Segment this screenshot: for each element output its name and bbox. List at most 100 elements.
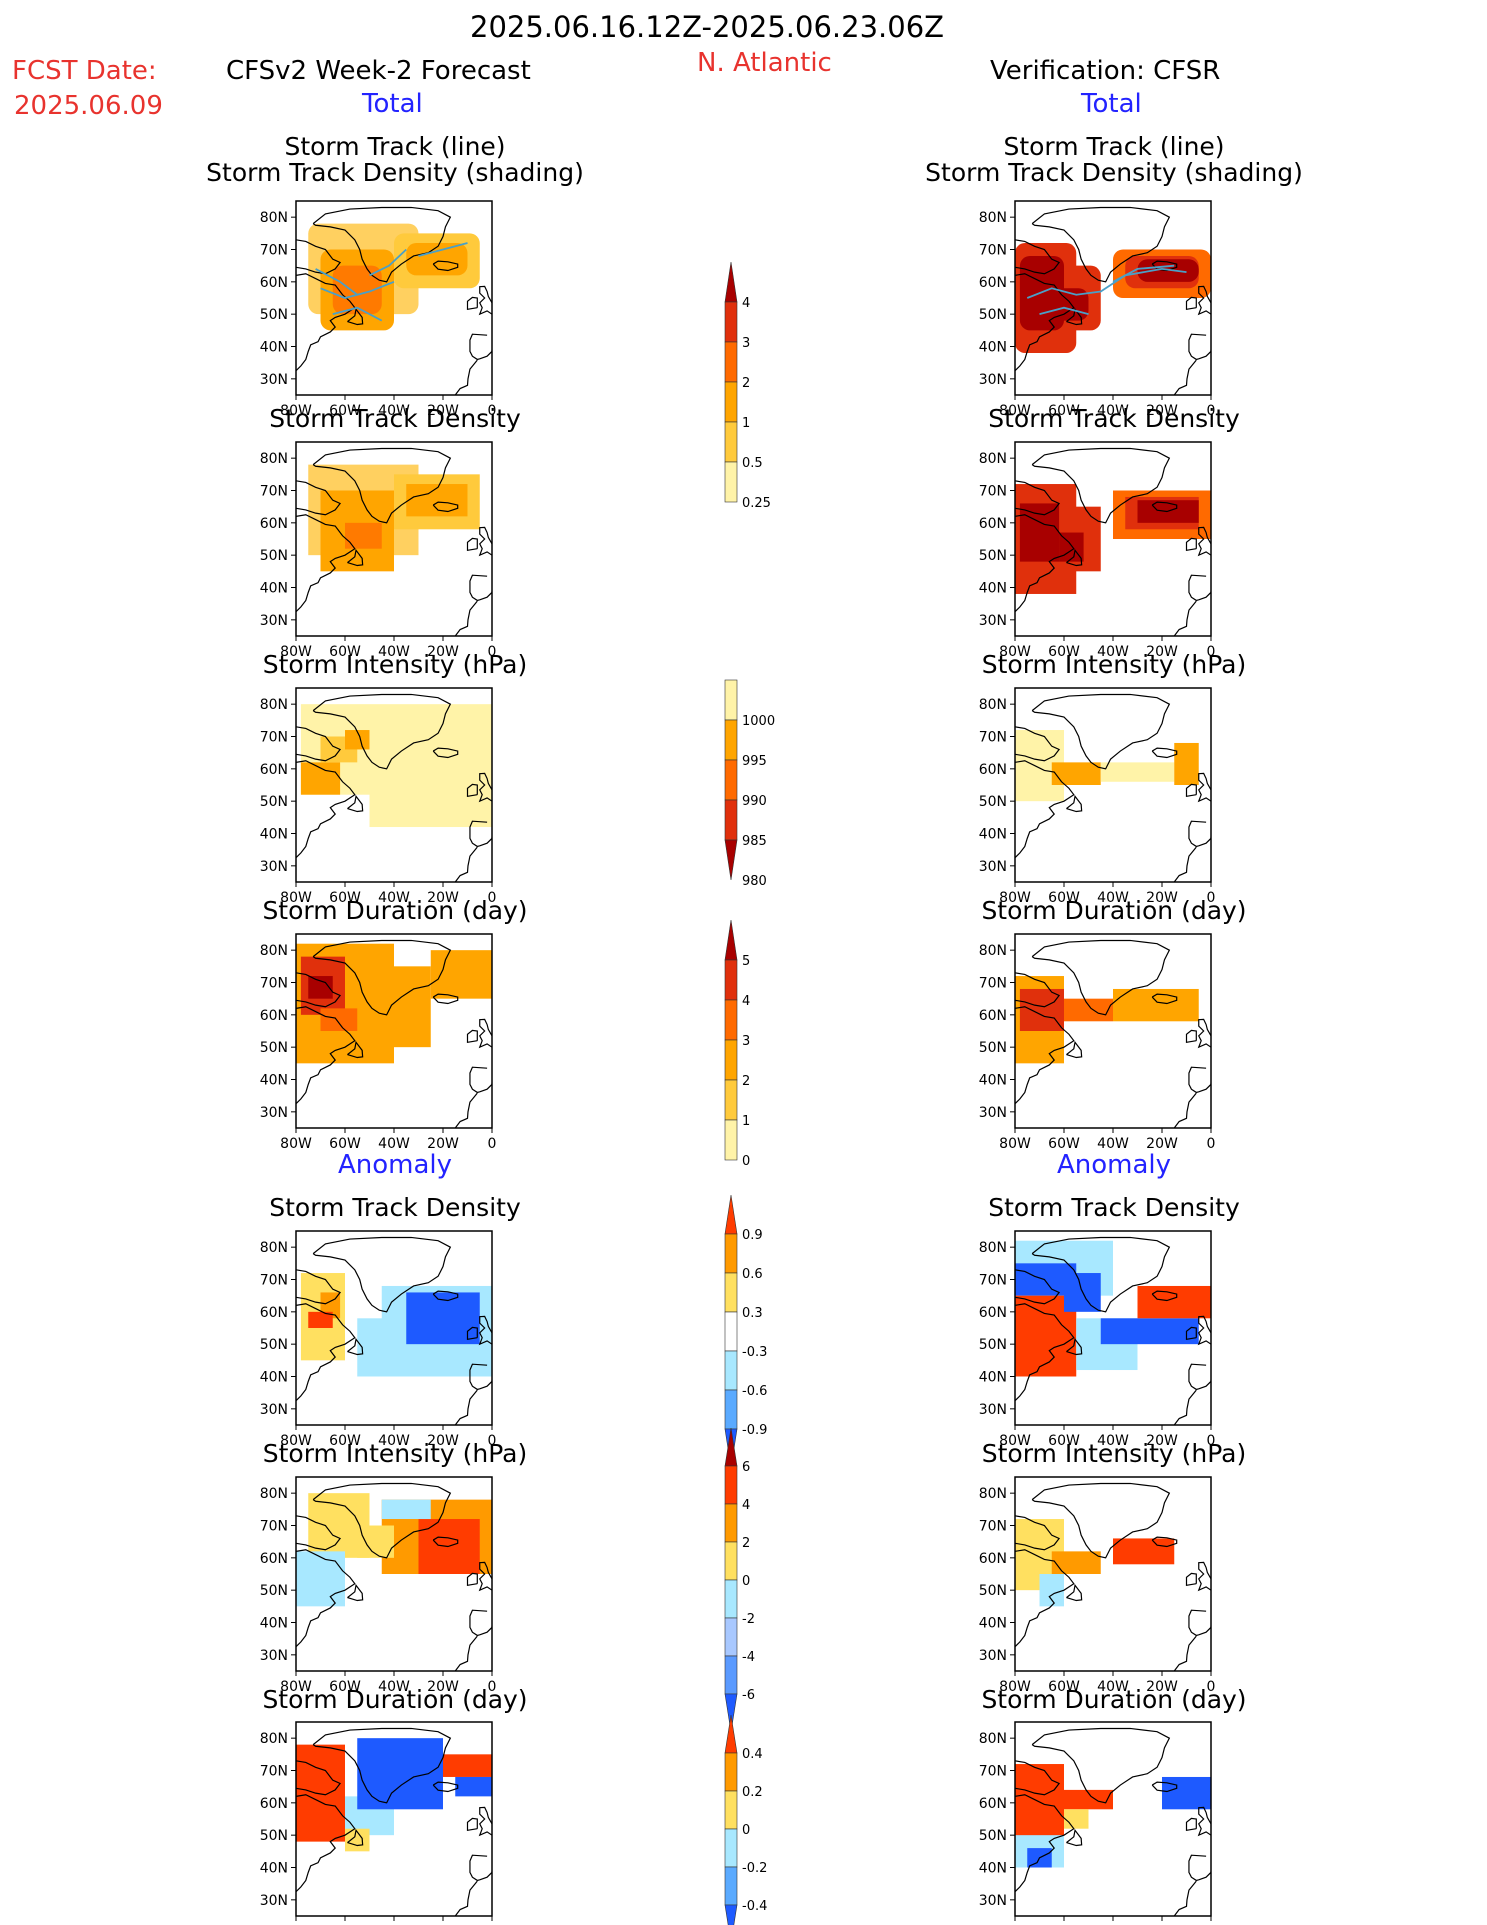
lat-tick-label-ob-a-intensity-5: 30N: [979, 1648, 1007, 1664]
lon-tick-label-ob-intensity-2: 40W: [1097, 890, 1129, 906]
lat-tick-label-fc-a-density-3: 50N: [260, 1337, 288, 1353]
map-ob-a-density: 80W 60W 40W 20W 0 80N 70N 60N 50N 40N 30N: [979, 1230, 1215, 1449]
colorbar-label-cb-a-intensity-5: -4: [742, 1650, 755, 1665]
lat-tick-label-ob-a-density-3: 50N: [979, 1337, 1007, 1353]
lon-tick-label-ob-density-3: 20W: [1146, 644, 1178, 660]
shading-ob-a-intensity-3: [1039, 1574, 1064, 1607]
coast-africa-ob-duration: [1173, 1092, 1197, 1128]
lat-tick-label-ob-a-intensity-2: 60N: [979, 1551, 1007, 1567]
shading-ob-a-duration-4: [1162, 1776, 1211, 1810]
lat-tick-label-ob-density-5: 30N: [979, 613, 1007, 629]
coast-britain-ob-intensity: [1197, 772, 1211, 803]
lon-tick-label-ob-density-4: 0: [1207, 644, 1216, 660]
lat-tick-label-ob-duration-1: 70N: [979, 976, 1007, 992]
lat-tick-label-fc-track-2: 60N: [260, 275, 288, 291]
colorbar-cb-density: 4 3 2 1 0.5 0.25: [724, 261, 771, 511]
colorbar-label-cb-a-density-0: 0.9: [742, 1228, 763, 1243]
track-line-ob-track-2: [1112, 264, 1175, 283]
colorbar-swatch-cb-a-intensity-3: [724, 1541, 738, 1581]
lat-tick-label-fc-a-density-4: 40N: [260, 1370, 288, 1386]
lat-tick-label-fc-a-duration-2: 60N: [260, 1796, 288, 1812]
coast-north-america-ob-intensity: [1015, 760, 1075, 859]
colorbar-swatch-cb-intensity-2: [724, 759, 738, 801]
coast-north-america-ob-track: [1015, 273, 1075, 372]
track-line-ob-track-0: [1026, 267, 1187, 299]
coast-africa-fc-a-density: [454, 1389, 478, 1425]
map-fc-duration: 80W 60W 40W 20W 0 80N 70N 60N 50N 40N 30N: [260, 933, 496, 1152]
lon-tick-label-ob-track-2: 40W: [1097, 403, 1129, 419]
coast-newfoundland-fc-density: [347, 548, 364, 567]
lat-tick-label-ob-intensity-4: 40N: [979, 827, 1007, 843]
coast-ireland-ob-a-intensity: [1185, 1572, 1197, 1587]
coast-africa-fc-a-duration: [454, 1880, 478, 1916]
colorbar-cb-duration: 5 4 3 2 1 0: [724, 919, 750, 1169]
lon-tick-label-fc-a-density-0: 80W: [280, 1433, 312, 1449]
lon-tick-label-ob-a-intensity-1: 60W: [1048, 1679, 1080, 1695]
lon-tick-label-ob-track-0: 80W: [999, 403, 1031, 419]
lat-tick-label-fc-a-duration-3: 50N: [260, 1828, 288, 1844]
verification-column-title: Verification: CFSR: [990, 56, 1221, 86]
lat-tick-label-ob-a-intensity-1: 70N: [979, 1519, 1007, 1535]
panel-title-ob-track-line: Storm Track (line): [1003, 132, 1225, 161]
coast-iceland-fc-track: [432, 260, 459, 272]
colorbar-swatch-cb-intensity-3: [724, 799, 738, 841]
colorbar-label-cb-duration-3: 2: [742, 1074, 750, 1089]
lat-tick-label-fc-a-intensity-5: 30N: [260, 1648, 288, 1664]
lon-tick-label-fc-intensity-1: 60W: [329, 890, 361, 906]
lon-tick-label-fc-density-2: 40W: [378, 644, 410, 660]
shading-ob-intensity-2: [1100, 762, 1175, 782]
forecast-total-label: Total: [362, 89, 423, 119]
map-fc-intensity: 80W 60W 40W 20W 0 80N 70N 60N 50N 40N 30N: [260, 687, 496, 906]
lat-tick-label-ob-intensity-0: 80N: [979, 697, 1007, 713]
lon-tick-label-ob-intensity-0: 80W: [999, 890, 1031, 906]
lat-tick-label-ob-a-duration-5: 30N: [979, 1893, 1007, 1909]
coast-britain-ob-track: [1197, 285, 1211, 316]
coast-britain-fc-duration: [478, 1018, 492, 1049]
map-ob-intensity: 80W 60W 40W 20W 0 80N 70N 60N 50N 40N 30N: [979, 687, 1216, 906]
coast-baffin-fc-duration: [296, 972, 342, 1008]
lat-tick-label-ob-density-1: 70N: [979, 484, 1007, 500]
map-fc-a-density: 80W 60W 40W 20W 0 80N 70N 60N 50N 40N 30N: [260, 1230, 496, 1449]
lat-tick-label-ob-a-density-2: 60N: [979, 1305, 1007, 1321]
lon-tick-label-ob-intensity-4: 0: [1207, 890, 1216, 906]
lat-tick-label-fc-a-density-5: 30N: [260, 1402, 288, 1418]
lon-tick-label-ob-track-4: 0: [1207, 403, 1216, 419]
coast-baffin-ob-a-duration: [1015, 1760, 1061, 1796]
shading-ob-density-4: [1019, 503, 1060, 562]
coast-ireland-fc-intensity: [466, 783, 478, 798]
coast-britain-ob-a-density: [1197, 1315, 1211, 1346]
coast-baffin-fc-intensity: [296, 726, 342, 762]
coast-africa-fc-track: [454, 359, 478, 395]
shading-fc-track-2: [332, 265, 382, 315]
coast-africa-ob-density: [1173, 600, 1197, 636]
coast-iberia-fc-a-intensity: [469, 1609, 492, 1637]
colorbar-label-cb-duration-5: 0: [742, 1154, 750, 1169]
coast-britain-ob-duration: [1197, 1018, 1211, 1049]
coast-ireland-ob-duration: [1185, 1029, 1197, 1044]
coast-north-america-ob-a-density: [1015, 1303, 1075, 1402]
colorbar-label-cb-a-density-1: 0.6: [742, 1267, 763, 1282]
shading-ob-a-intensity-1: [1051, 1551, 1101, 1574]
forecast-column-title: CFSv2 Week-2 Forecast: [226, 56, 531, 86]
lat-tick-label-fc-intensity-2: 60N: [260, 762, 288, 778]
lon-tick-label-fc-a-density-3: 20W: [427, 1433, 459, 1449]
lat-tick-label-fc-duration-4: 40N: [260, 1073, 288, 1089]
colorbar-label-cb-a-duration-1: 0.2: [742, 1785, 763, 1800]
coast-britain-fc-a-intensity: [478, 1561, 492, 1592]
panel-title-ob-intensity: Storm Intensity (hPa): [981, 650, 1247, 679]
coast-iceland-ob-a-density: [1151, 1290, 1178, 1302]
map-ob-duration: 80W 60W 40W 20W 0 80N 70N 60N 50N 40N 30N: [979, 933, 1215, 1152]
lat-tick-label-ob-track-2: 60N: [979, 275, 1007, 291]
colorbar-swatch-cb-a-intensity-4: [724, 1579, 738, 1619]
coast-greenland-ob-duration: [1031, 939, 1171, 1016]
colorbar-swatch-cb-density-1: [724, 301, 738, 343]
lat-tick-label-ob-duration-5: 30N: [979, 1105, 1007, 1121]
lat-tick-label-fc-density-0: 80N: [260, 451, 288, 467]
colorbar-swatch-cb-density-2: [724, 341, 738, 383]
shading-fc-intensity-4: [345, 730, 370, 750]
lon-tick-label-fc-density-1: 60W: [329, 644, 361, 660]
coast-north-america-fc-a-intensity: [296, 1549, 356, 1648]
lon-tick-label-fc-duration-2: 40W: [378, 1136, 410, 1152]
shading-fc-density-2: [345, 522, 382, 549]
